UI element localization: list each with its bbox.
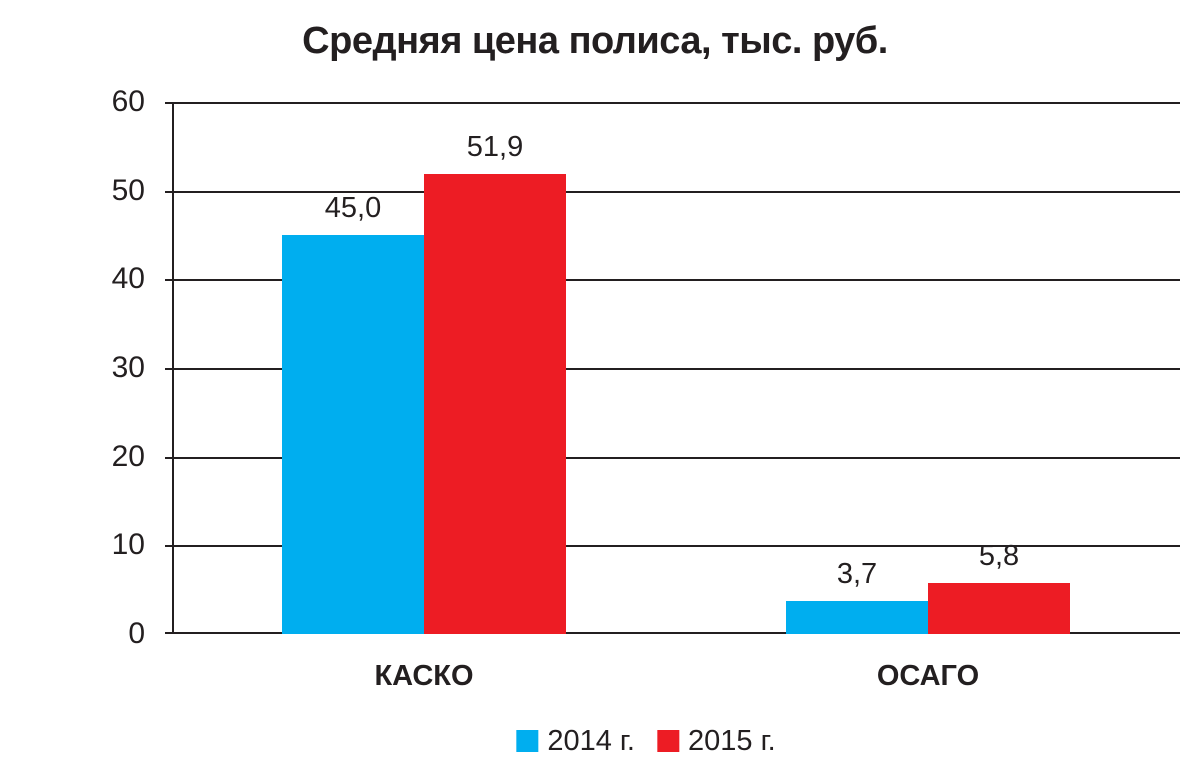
x-axis-line [165,632,1180,634]
y-tick-label-10: 10 [111,528,145,562]
bar-value-label-КАСКО-2014 г.: 45,0 [324,192,382,224]
x-axis-category-labels: КАСКО ОСАГО [172,660,1180,694]
y-tick-mark-40 [165,279,174,282]
bar-value-label-ОСАГО-2014 г.: 3,7 [836,558,878,591]
y-tick-label-0: 0 [128,617,145,650]
y-tick-label-60: 60 [111,85,145,118]
gridline-y-40 [174,279,1180,282]
gridline-y-10 [174,545,1180,548]
legend-swatch-icon [657,730,679,752]
bar-value-label-КАСКО-2015 г.: 51,9 [466,130,524,163]
chart-legend: 2014 г. 2015 г. [516,726,776,756]
y-tick-label-20: 20 [111,439,145,473]
bar-ОСАГО-2015 г. [928,582,1070,634]
bar-КАСКО-2014 г. [282,235,424,634]
legend-item-2015 г.: 2015 г. [657,726,776,756]
y-axis-tick-labels: 0 10 20 30 40 50 60 [0,85,145,650]
y-tick-mark-10 [165,545,174,548]
gridline-y-50 [174,190,1180,193]
y-tick-mark-20 [165,456,174,459]
plot-area: 45,0 51,9 3,7 5,8 [165,102,1180,634]
x-category-label-ОСАГО: ОСАГО [876,660,980,692]
legend-label: 2014 г. [547,725,635,757]
chart-title: Средняя цена полиса, тыс. руб. [302,20,888,62]
bar-ОСАГО-2014 г. [786,601,928,634]
legend-item-2014 г.: 2014 г. [516,726,635,756]
gridline-y-20 [174,456,1180,459]
gridline-y-60 [174,102,1180,104]
y-tick-mark-30 [165,368,174,370]
x-category-label-КАСКО: КАСКО [374,660,474,692]
gridline-y-30 [174,368,1180,370]
legend-swatch-icon [516,730,539,752]
y-tick-label-30: 30 [111,351,145,384]
legend-label: 2015 г. [688,725,776,757]
y-tick-mark-60 [165,102,174,104]
bar-value-label-ОСАГО-2015 г.: 5,8 [978,539,1020,572]
y-tick-label-50: 50 [111,173,145,207]
y-tick-label-40: 40 [111,262,145,296]
bar-КАСКО-2015 г. [424,173,566,634]
y-tick-mark-50 [165,190,174,193]
